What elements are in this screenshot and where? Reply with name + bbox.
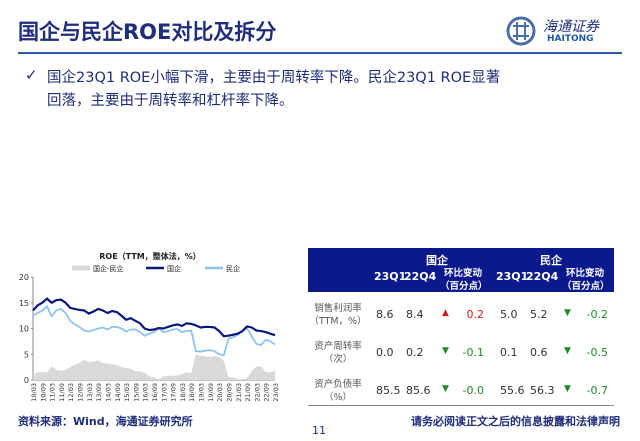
legend-label: 民企 — [226, 264, 240, 273]
x-tick-label: 12/09 — [77, 383, 85, 402]
page-title: 国企与民企ROE对比及拆分 — [18, 20, 277, 44]
pe-qoq: -0.7 — [586, 384, 608, 397]
x-tick-label: 10/09 — [39, 383, 47, 402]
checkmark-icon: ✓ — [25, 66, 38, 84]
row-label: 资产周转率（次） — [314, 341, 362, 365]
source-note: 资料来源：Wind，海通证券研究所 — [18, 415, 193, 428]
col-23q1: 23Q1 — [496, 270, 529, 283]
pe-qoq: -0.2 — [586, 308, 608, 321]
y-tick-label: 5 — [24, 350, 29, 359]
disclaimer: 请务必阅读正文之后的信息披露和法律声明 — [411, 415, 620, 428]
series-line-pe — [32, 304, 276, 357]
pe-qoq: -0.5 — [586, 346, 608, 359]
group-soe: 国企 — [426, 254, 448, 267]
header-divider — [18, 52, 622, 54]
table-row: 销售利润率（TTM，%） 8.6 8.4 ▲ 0.2 5.0 5.2 ▼ -0.… — [308, 296, 614, 334]
pe-22q4: 0.6 — [530, 346, 548, 359]
y-tick-label: 0 — [24, 376, 29, 385]
table-header: 国企 民企 23Q1 22Q4 环比变动 （百分点） 23Q1 22Q4 环比变… — [308, 248, 614, 292]
logo-en: HAITONG — [547, 34, 594, 44]
group-pe: 民企 — [540, 254, 562, 267]
x-tick-label: 18/09 — [188, 383, 196, 402]
soe-qoq: -0.1 — [462, 346, 484, 359]
col-qoq: 环比变动 — [566, 268, 605, 279]
y-tick-label: 20 — [19, 273, 29, 282]
row-label: 资产负债率（%） — [314, 379, 362, 403]
soe-23q1: 0.0 — [376, 346, 394, 359]
logo-cn: 海通证券 — [543, 19, 599, 35]
x-tick-label: 21/03 — [235, 383, 243, 402]
bullet-line-1: 国企23Q1 ROE小幅下滑，主要由于周转率下降。民企23Q1 ROE显著 — [47, 70, 501, 86]
x-tick-label: 11/03 — [49, 383, 57, 402]
legend-label: 国企 — [167, 264, 181, 273]
y-tick-label: 15 — [19, 299, 29, 308]
haitong-logo: 海通证券 HAITONG — [505, 14, 615, 48]
pe-22q4: 5.2 — [530, 308, 548, 321]
x-tick-label: 20/09 — [225, 383, 233, 402]
x-tick-label: 13/03 — [86, 383, 94, 402]
x-tick-label: 16/09 — [151, 383, 159, 402]
arrow-down-icon: ▼ — [564, 308, 571, 318]
table-body: 销售利润率（TTM，%） 8.6 8.4 ▲ 0.2 5.0 5.2 ▼ -0.… — [308, 296, 614, 410]
x-tick-label: 22/03 — [253, 383, 261, 402]
pe-23q1: 55.6 — [500, 384, 525, 397]
arrow-down-icon: ▼ — [564, 346, 571, 356]
table-row: 资产周转率（次） 0.0 0.2 ▼ -0.1 0.1 0.6 ▼ -0.5 — [308, 334, 614, 372]
x-tick-label: 23/03 — [272, 383, 280, 402]
x-tick-label: 14/09 — [114, 383, 122, 402]
x-tick-label: 20/03 — [216, 383, 224, 402]
row-label: 销售利润率（TTM，%） — [309, 303, 367, 327]
x-tick-label: 14/03 — [104, 383, 112, 402]
soe-22q4: 85.6 — [406, 384, 431, 397]
table-bottom-rule — [308, 405, 614, 406]
pe-23q1: 0.1 — [500, 346, 518, 359]
soe-qoq: 0.2 — [466, 308, 485, 321]
col-unit: （百分点） — [562, 281, 610, 292]
legend-label: 国企-民企 — [93, 264, 124, 273]
pe-22q4: 56.3 — [530, 384, 555, 397]
x-tick-label: 13/09 — [95, 383, 103, 402]
soe-23q1: 85.5 — [376, 384, 401, 397]
col-qoq: 环比变动 — [444, 268, 483, 279]
soe-23q1: 8.6 — [376, 308, 394, 321]
arrow-up-icon: ▲ — [442, 308, 449, 318]
arrow-down-icon: ▼ — [442, 384, 449, 394]
col-unit: （百分点） — [440, 281, 488, 292]
x-tick-label: 16/03 — [142, 383, 150, 402]
arrow-down-icon: ▼ — [564, 384, 571, 394]
roe-chart: ROE（TTM，整体法，%） 国企-民企 国企 民企 0 5 10 15 20 10/03 10/0… — [19, 251, 280, 402]
soe-22q4: 8.4 — [406, 308, 424, 321]
x-tick-label: 12/03 — [67, 383, 75, 402]
series-line-soe — [32, 297, 276, 338]
x-tick-label: 19/03 — [198, 383, 206, 402]
x-tick-label: 17/09 — [170, 383, 178, 402]
x-tick-label: 17/03 — [160, 383, 168, 402]
x-tick-label: 21/09 — [244, 383, 252, 402]
chart-title: ROE（TTM，整体法，%） — [99, 251, 201, 261]
x-tick-label: 15/09 — [132, 383, 140, 402]
soe-22q4: 0.2 — [406, 346, 424, 359]
x-tick-label: 10/03 — [30, 383, 38, 402]
x-tick-label: 11/09 — [58, 383, 66, 402]
x-tick-label: 15/03 — [123, 383, 131, 402]
col-22q4: 22Q4 — [404, 270, 437, 283]
x-tick-label: 19/09 — [207, 383, 215, 402]
bullet-line-2: 回落，主要由于周转率和杠杆率下降。 — [47, 93, 294, 109]
x-tick-label: 18/03 — [179, 383, 187, 402]
roe-decomposition-table: 国企 民企 23Q1 22Q4 环比变动 （百分点） 23Q1 22Q4 环比变… — [308, 248, 614, 410]
soe-qoq: -0.0 — [462, 384, 484, 397]
x-tick-label: 22/09 — [263, 383, 271, 402]
col-22q4: 22Q4 — [526, 270, 559, 283]
series-area-soe-minus-pe — [33, 354, 275, 380]
arrow-down-icon: ▼ — [442, 346, 449, 356]
pe-23q1: 5.0 — [500, 308, 518, 321]
haitong-emblem-icon — [506, 16, 536, 46]
y-tick-label: 10 — [19, 325, 29, 334]
table-row: 资产负债率（%） 85.5 85.6 ▼ -0.0 55.6 56.3 ▼ -0… — [308, 372, 614, 410]
col-23q1: 23Q1 — [374, 270, 407, 283]
page-number: 11 — [312, 424, 326, 437]
